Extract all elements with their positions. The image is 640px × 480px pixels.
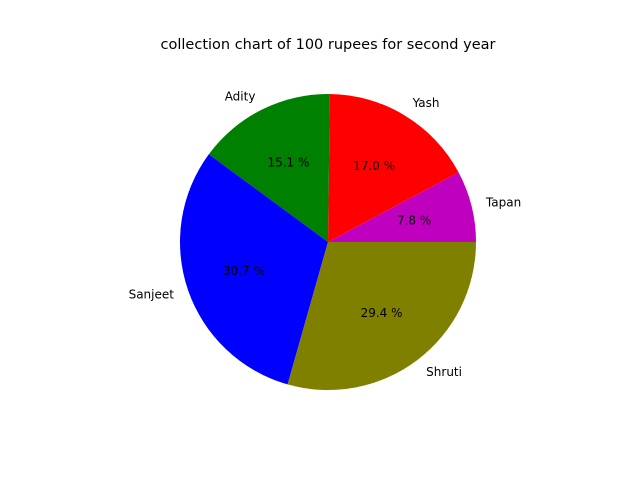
slice-label-shruti: Shruti (426, 365, 462, 379)
slice-percent-shruti: 29.4 % (361, 306, 403, 320)
pie-slice-shruti (287, 242, 476, 390)
pie-slice-sanjeet (179, 154, 328, 385)
pie-slice-tapan (328, 172, 476, 242)
slice-label-adity: Adity (225, 89, 256, 103)
slice-percent-yash: 17.0 % (353, 159, 395, 173)
pie-slice-adity (208, 94, 330, 243)
slice-label-tapan: Tapan (485, 196, 521, 210)
slice-percent-tapan: 7.8 % (397, 213, 431, 227)
slice-label-sanjeet: Sanjeet (129, 288, 175, 302)
pie-slice-yash (328, 94, 459, 242)
slice-percent-adity: 15.1 % (267, 156, 309, 170)
pie-slices (179, 94, 476, 390)
chart-title: collection chart of 100 rupees for secon… (161, 37, 496, 53)
slice-percent-sanjeet: 30.7 % (223, 264, 265, 278)
slice-label-yash: Yash (412, 96, 440, 110)
pie-labels: Tapan 7.8 % Yash 17.0 % Adity 15.1 % Sanjeet 30… (129, 89, 522, 379)
